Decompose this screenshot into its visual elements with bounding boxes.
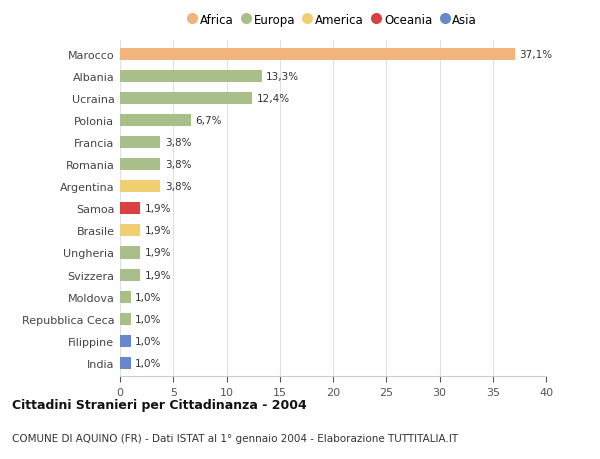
Text: 3,8%: 3,8% bbox=[165, 160, 191, 170]
Text: 3,8%: 3,8% bbox=[165, 182, 191, 192]
Text: 1,0%: 1,0% bbox=[135, 292, 161, 302]
Bar bbox=[120, 203, 140, 215]
Text: 12,4%: 12,4% bbox=[256, 94, 289, 104]
Bar bbox=[120, 291, 131, 303]
Text: 3,8%: 3,8% bbox=[165, 138, 191, 148]
Bar bbox=[120, 71, 262, 83]
Text: 1,9%: 1,9% bbox=[145, 248, 171, 258]
Bar bbox=[120, 115, 191, 127]
Bar bbox=[120, 181, 160, 193]
Text: 1,0%: 1,0% bbox=[135, 336, 161, 346]
Bar bbox=[120, 159, 160, 171]
Bar bbox=[120, 269, 140, 281]
Bar bbox=[120, 225, 140, 237]
Text: 1,0%: 1,0% bbox=[135, 358, 161, 368]
Text: 1,9%: 1,9% bbox=[145, 226, 171, 236]
Text: 13,3%: 13,3% bbox=[266, 72, 299, 82]
Text: COMUNE DI AQUINO (FR) - Dati ISTAT al 1° gennaio 2004 - Elaborazione TUTTITALIA.: COMUNE DI AQUINO (FR) - Dati ISTAT al 1°… bbox=[12, 433, 458, 442]
Bar bbox=[120, 335, 131, 347]
Text: 37,1%: 37,1% bbox=[520, 50, 553, 60]
Bar bbox=[120, 313, 131, 325]
Bar bbox=[120, 137, 160, 149]
Text: 1,9%: 1,9% bbox=[145, 270, 171, 280]
Bar bbox=[120, 93, 252, 105]
Text: Cittadini Stranieri per Cittadinanza - 2004: Cittadini Stranieri per Cittadinanza - 2… bbox=[12, 398, 307, 412]
Bar bbox=[120, 357, 131, 369]
Bar bbox=[120, 247, 140, 259]
Text: 6,7%: 6,7% bbox=[196, 116, 222, 126]
Bar bbox=[120, 49, 515, 61]
Legend: Africa, Europa, America, Oceania, Asia: Africa, Europa, America, Oceania, Asia bbox=[189, 14, 477, 27]
Text: 1,0%: 1,0% bbox=[135, 314, 161, 324]
Text: 1,9%: 1,9% bbox=[145, 204, 171, 214]
